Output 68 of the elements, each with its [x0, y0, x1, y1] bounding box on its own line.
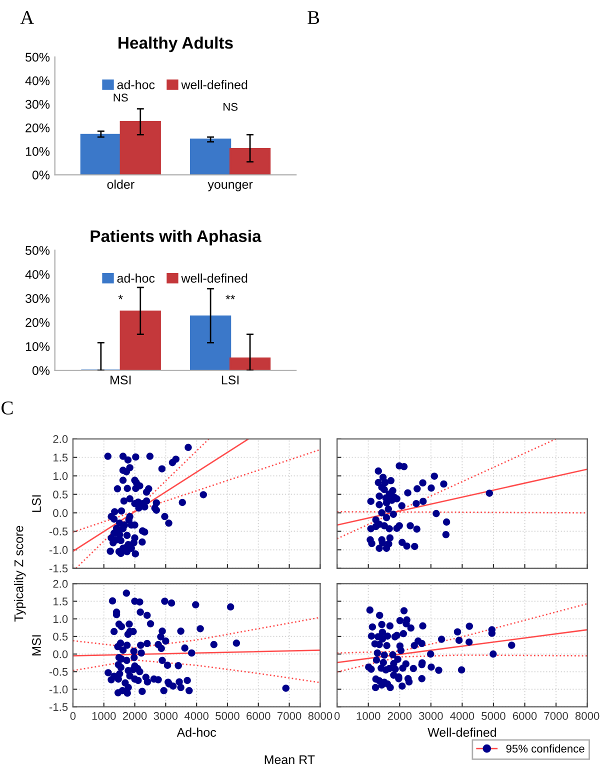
legend-label: well-defined	[181, 274, 248, 283]
y-tick-label: 0%	[32, 366, 50, 376]
x-tick-label: 3000	[418, 712, 443, 720]
text: A	[20, 11, 34, 24]
chart-title: Patients with Aphasia	[90, 230, 262, 246]
annotation: **	[226, 294, 236, 300]
y-tick-label: -1.5	[49, 564, 68, 572]
y-tick-label: 1.5	[54, 598, 68, 606]
x-tick-label: 1000	[92, 712, 116, 720]
y-tick-label: 30%	[25, 294, 50, 303]
x-tick-label: 7000	[278, 712, 302, 720]
y-tick-label: -0.5	[49, 668, 68, 676]
x-tick-label: older	[107, 180, 134, 189]
y-tick-label: 1.0	[54, 472, 68, 480]
y-tick-label: 20%	[26, 123, 50, 132]
y-tick-label: 40%	[25, 270, 50, 279]
y-tick-label: 2.0	[53, 580, 68, 588]
y-tick-label: 2.0	[53, 435, 68, 444]
x-tick-label: 5000	[216, 712, 240, 720]
x-tick-label: 2000	[122, 712, 147, 720]
y-tick-label: 20%	[26, 318, 50, 327]
annotation: NS	[224, 102, 238, 111]
y-tick-label: 40%	[25, 76, 50, 86]
legend-label: well-defined	[181, 80, 248, 90]
x-tick-label: 6000	[512, 712, 537, 720]
x-tick-label: 3000	[154, 712, 178, 720]
y-tick-label: -1.5	[49, 703, 68, 711]
x-axis-title: Well-defined	[428, 728, 496, 737]
legend-label: ad-hoc	[117, 274, 155, 283]
text: Typicality Z score	[14, 526, 26, 622]
x-tick-label: 0	[70, 712, 76, 720]
y-tick-label: -1.0	[49, 546, 68, 554]
y-axis-title: MSI	[32, 635, 41, 656]
x-tick-label: 6000	[246, 712, 270, 720]
x-tick-label: 5000	[482, 712, 506, 720]
y-tick-label: 10%	[26, 147, 50, 156]
chart-title: Healthy Adults	[118, 36, 233, 52]
x-tick-label: 2000	[388, 712, 412, 720]
x-tick-label: 0	[334, 712, 340, 720]
y-tick-label: 0.0	[53, 509, 68, 517]
x-tick-label: 7000	[544, 712, 568, 720]
y-tick-label: -1.0	[49, 686, 68, 694]
y-tick-label: 1.5	[54, 454, 68, 462]
text: B	[308, 11, 320, 24]
annotation: NS	[114, 94, 128, 102]
y-axis-title: LSI	[32, 495, 41, 512]
text: Mean RT	[264, 755, 315, 764]
x-axis-title: Ad-hoc	[176, 728, 216, 737]
text: C	[2, 401, 13, 415]
y-tick-label: -0.5	[49, 528, 68, 536]
x-tick-label: younger	[208, 182, 253, 192]
y-tick-label: 50%	[25, 246, 50, 255]
x-tick-label: 4000	[450, 712, 474, 720]
y-tick-label: 10%	[26, 342, 50, 351]
x-tick-label: 8000	[308, 712, 332, 720]
y-tick-label: 0%	[32, 170, 50, 180]
y-tick-label: 30%	[25, 100, 50, 109]
y-tick-label: 0.5	[53, 632, 68, 641]
legend-label: 95% confidence	[506, 744, 584, 753]
annotation: *	[118, 294, 123, 300]
y-tick-label: 0.5	[53, 490, 68, 498]
y-tick-label: 1.0	[54, 615, 68, 623]
x-tick-label: 1000	[356, 712, 380, 720]
y-tick-label: 0.0	[53, 650, 68, 658]
x-tick-label: 4000	[184, 712, 209, 720]
y-tick-label: 50%	[25, 52, 50, 62]
legend-label: ad-hoc	[117, 80, 155, 90]
x-tick-label: 8000	[575, 712, 600, 720]
